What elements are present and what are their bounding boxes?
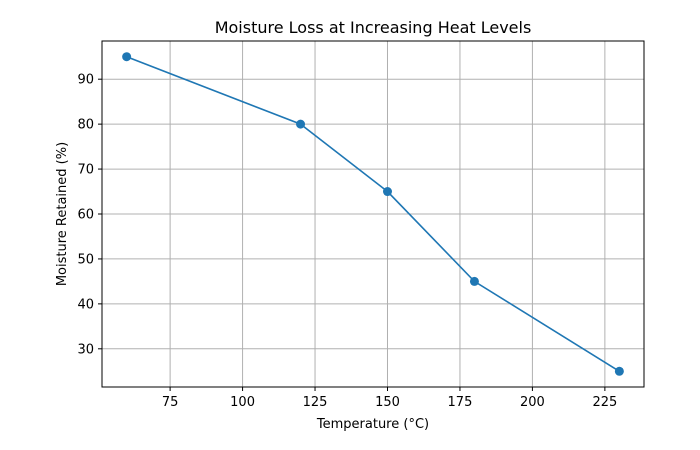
- y-tick-label: 60: [77, 208, 94, 223]
- data-point: [469, 276, 479, 286]
- y-axis-label: Moisture Retained (%): [55, 142, 70, 286]
- x-tick-label: 75: [162, 395, 179, 410]
- y-tick-label: 40: [77, 297, 94, 312]
- series: [122, 52, 624, 376]
- data-point: [122, 52, 132, 62]
- y-tick-label: 30: [77, 342, 94, 357]
- ticks: 75 100 125 150 175 200 225 30 40 50 60 70 80 90: [77, 73, 617, 410]
- axes-frame: [101, 40, 645, 388]
- y-tick-label: 80: [77, 118, 94, 133]
- x-tick-label: 200: [520, 395, 545, 410]
- y-tick-label: 70: [77, 163, 94, 178]
- chart-title: Moisture Loss at Increasing Heat Levels: [215, 18, 532, 37]
- x-tick-label: 150: [375, 395, 400, 410]
- data-point: [382, 187, 392, 197]
- data-point: [296, 119, 306, 129]
- grid: [102, 41, 644, 387]
- x-tick-label: 175: [448, 395, 473, 410]
- x-tick-label: 100: [230, 395, 255, 410]
- x-axis-label: Temperature (°C): [316, 417, 429, 432]
- x-tick-label: 225: [592, 395, 617, 410]
- data-point: [614, 366, 624, 376]
- x-tick-label: 125: [303, 395, 328, 410]
- y-tick-label: 50: [77, 252, 94, 267]
- y-tick-label: 90: [77, 73, 94, 88]
